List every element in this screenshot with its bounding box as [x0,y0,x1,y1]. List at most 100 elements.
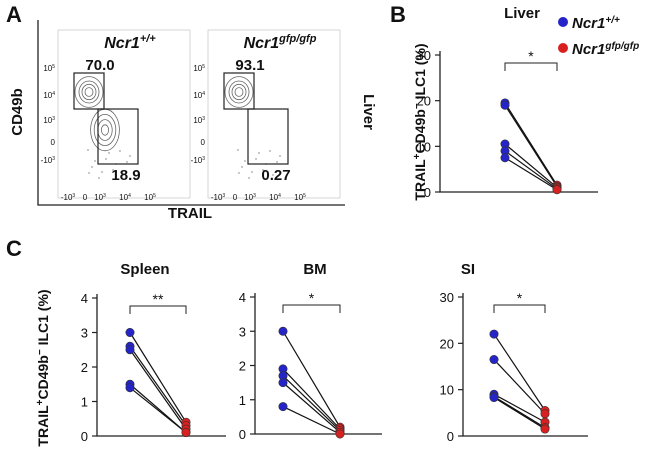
flow-y-tick: -103 [191,156,206,165]
pair-line [504,157,558,191]
event [241,166,243,168]
y-tick-label: 0 [424,185,431,200]
flow-x-tick-part: 10 [119,193,128,202]
gate [73,72,105,110]
event [258,152,260,154]
flow-y-tick: 104 [193,91,205,100]
plot-title-part: Ncr1 [104,35,140,52]
y-axis-label-part: + [412,153,423,159]
contour [97,119,113,141]
event [237,149,239,151]
y-tick-label: 4 [239,290,246,305]
legend-marker [558,17,568,27]
significance: ** [153,291,164,307]
chart-title: BM [303,261,326,278]
pair-line [504,150,558,190]
y-axis-label-part: ILC1 (%) [35,289,51,349]
contour [74,76,104,108]
pair-line [282,382,341,433]
flow-side-label: Liver [360,94,377,130]
panel-label: B [390,2,406,27]
pair-line [493,396,546,429]
flow-x-tick-part: 0 [83,193,88,202]
flow-y-tick: 105 [43,64,55,73]
plot-frame [57,29,191,199]
legend-label-part: Ncr1 [572,41,605,58]
flow-y-tick: 104 [43,91,55,100]
flow-y-tick-part: 4 [202,91,205,97]
event [255,158,257,160]
flow-x-tick: 0 [233,193,238,202]
sig-bracket [504,62,558,71]
y-axis-label-part: TRAIL [35,405,51,447]
contour [224,76,254,108]
gate-value: 93.1 [235,57,264,74]
gate-value: 0.27 [261,167,290,184]
y-axis-label-part: ILC1 (%) [412,43,428,103]
flow-x-tick-part: 3 [253,193,256,199]
flow-x-tick: 0 [83,193,88,202]
flow-y-tick-part: 3 [52,116,55,122]
data-point [278,402,288,412]
y-tick-label: 3 [81,326,88,341]
plot-title: Ncr1+/+ [104,33,156,52]
event [238,172,240,174]
flow-y-tick: -103 [41,156,56,165]
flow-x-tick-part: 10 [269,193,278,202]
y-tick-label: 30 [440,290,454,305]
legend-marker [558,43,568,53]
event [105,158,107,160]
flow-x-tick-part: 4 [278,193,281,199]
flow-x-label: TRAIL [168,205,212,222]
flow-y-tick-part: 10 [43,91,52,100]
significance: * [309,290,315,306]
flow-frame [37,20,345,206]
plot-title-part: +/+ [140,33,156,45]
y-tick-label: 20 [417,94,431,109]
y-tick-label: 1 [81,395,88,410]
y-tick-label: 3 [239,324,246,339]
flow-x-tick-part: 10 [294,193,303,202]
plot-title-part: gfp/gfp [278,33,317,45]
event [101,171,103,173]
y-tick-label: 10 [417,139,431,154]
y-axis-label: TRAIL+CD49b− ILC1 (%) [412,43,429,200]
pair-line [504,104,558,187]
event [108,152,110,154]
gate [247,108,289,165]
contour [101,124,110,136]
data-point [540,424,550,434]
flow-y-tick: 0 [201,138,206,147]
y-axis-label-part: − [412,103,423,109]
gate-value: 18.9 [111,167,140,184]
event [251,171,253,173]
contour [93,114,117,147]
pair-line [282,330,341,428]
flow-y-tick: 0 [51,138,56,147]
significance: * [528,48,534,64]
contour [84,87,94,97]
data-point [335,429,345,439]
legend-label: Ncr1+/+ [572,15,620,33]
significance: * [517,290,523,306]
flow-x-tick-part: -10 [211,193,223,202]
event [87,149,89,151]
legend-label-part: Ncr1 [572,15,605,32]
flow-x-tick-part: 3 [222,193,225,199]
pair-line [493,397,546,430]
event [122,174,124,176]
flow-x-tick: 104 [119,193,131,202]
flow-y-tick: 105 [193,64,205,73]
event [98,177,100,179]
contour [78,80,100,104]
flow-x-tick: 104 [269,193,281,202]
y-axis-label: TRAIL+CD49b− ILC1 (%) [35,289,52,446]
event [129,155,131,157]
panel-label: C [6,236,22,261]
flow-x-tick: -103 [211,193,226,202]
legend-label-part: +/+ [605,15,620,26]
axis [96,294,226,437]
contour [234,87,244,97]
flow-y-tick-part: -10 [191,156,203,165]
